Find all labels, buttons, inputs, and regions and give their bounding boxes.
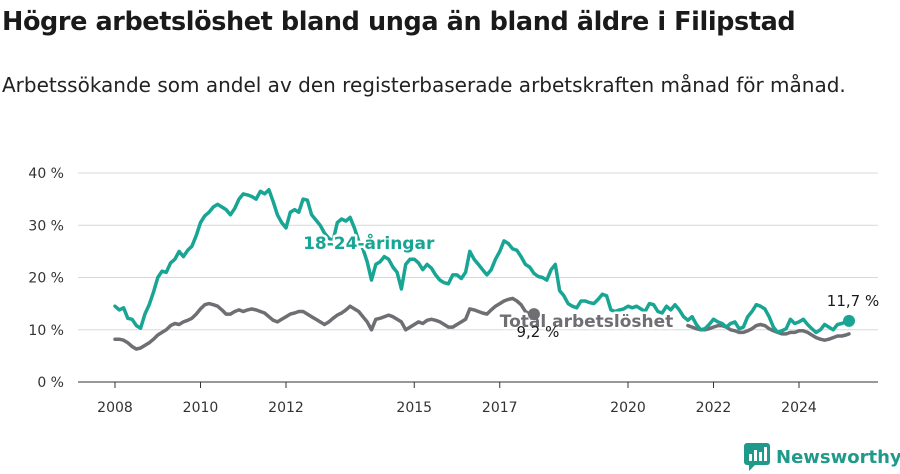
series-end-label: 11,7 %	[827, 292, 879, 310]
series-annotation: 18-24-åringar	[303, 232, 435, 254]
x-tick-label: 2024	[781, 400, 817, 416]
series-line	[113, 187, 851, 335]
y-tick-label: 30 %	[28, 218, 64, 234]
y-tick-label: 20 %	[28, 271, 64, 287]
x-tick-label: 2017	[482, 400, 518, 416]
chart-title: Högre arbetslöshet bland unga än bland ä…	[2, 7, 796, 37]
brand-name: Newsworthy	[776, 446, 900, 468]
newsworthy-logo-icon	[744, 443, 770, 471]
x-tick-label: 2015	[396, 400, 432, 416]
series-end-dot	[527, 308, 540, 321]
series-annotation: Total arbetslöshet	[500, 312, 674, 332]
series-end-dot	[843, 314, 856, 327]
x-tick-label: 2020	[610, 400, 646, 416]
series-line	[113, 296, 536, 351]
chart-subtitle: Arbetssökande som andel av den registerb…	[2, 73, 846, 97]
x-tick-label: 2012	[268, 400, 304, 416]
y-tick-label: 10 %	[28, 323, 64, 339]
series-line	[686, 322, 851, 342]
x-tick-label: 2010	[183, 400, 219, 416]
newsworthy-brand: Newsworthy	[744, 442, 900, 472]
y-tick-label: 0 %	[37, 375, 64, 391]
x-tick-label: 2008	[97, 400, 133, 416]
series-end-label: 9,2 %	[517, 323, 560, 341]
y-tick-label: 40 %	[28, 166, 64, 182]
x-tick-label: 2022	[696, 400, 732, 416]
